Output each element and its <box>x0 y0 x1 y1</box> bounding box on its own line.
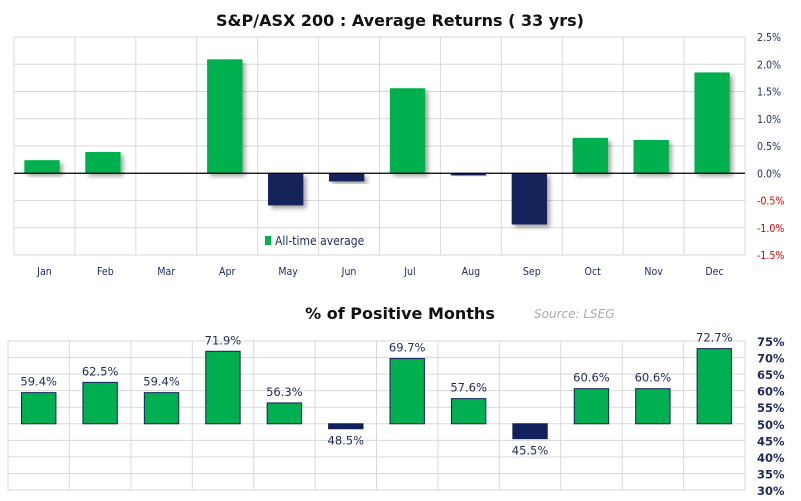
bar-dec <box>696 348 732 425</box>
y-tick-label: -1.5% <box>757 250 784 262</box>
bar-sep <box>512 423 548 440</box>
top-chart-title: S&P/ASX 200 : Average Returns ( 33 yrs) <box>216 11 584 30</box>
data-label: 69.7% <box>389 341 426 355</box>
bar-feb <box>82 381 118 425</box>
y-tick-label: 2.0% <box>757 59 781 71</box>
top-chart: 2.5% 2.0% 1.5% 1.0% 0.5% 0.0% -0.5% -1.0% -1.5% J… <box>13 32 784 278</box>
y-tick-label: 1.0% <box>757 114 781 126</box>
x-tick-label: Nov <box>644 266 663 278</box>
bar-may <box>268 173 304 206</box>
x-tick-label: Jan <box>36 266 52 278</box>
bar-oct <box>572 137 608 174</box>
x-tick-label: May <box>278 266 298 278</box>
x-tick-label: Jul <box>403 266 415 278</box>
data-label: 59.4% <box>20 375 57 389</box>
y-tick-label: 45% <box>757 434 785 448</box>
x-tick-label: Apr <box>219 266 235 278</box>
x-tick-label: Jun <box>341 266 357 278</box>
bar-feb <box>85 151 121 174</box>
source-note: Source: LSEG <box>534 307 615 321</box>
y-tick-label: 70% <box>757 352 785 366</box>
bar-aug <box>450 173 487 176</box>
bottom-chart-title: % of Positive Months <box>305 304 495 323</box>
bottom-chart: 75% 70% 65% 60% 55% 50% 45% 40% 35% 30% 59.4% 62.5%… <box>7 331 785 498</box>
data-label: 56.3% <box>266 385 303 399</box>
bar-jan <box>24 160 60 174</box>
data-label: 60.6% <box>635 371 672 385</box>
bar-dec <box>694 72 730 174</box>
x-tick-label: Aug <box>462 266 480 278</box>
data-label: 72.7% <box>696 331 733 345</box>
y-tick-label: 35% <box>757 467 785 481</box>
y-tick-label: 75% <box>757 335 785 349</box>
bar-aug <box>450 398 487 425</box>
bar-nov <box>635 388 671 425</box>
data-label: 71.9% <box>205 333 242 347</box>
y-tick-label: 65% <box>757 368 785 382</box>
bar-apr <box>205 350 241 425</box>
data-label: 62.5% <box>82 364 119 378</box>
y-tick-label: 0.5% <box>757 141 781 153</box>
y-tick-label: 50% <box>757 418 785 432</box>
y-tick-label: -1.0% <box>757 223 784 235</box>
y-tick-label: 30% <box>757 484 785 498</box>
data-label: 60.6% <box>573 371 610 385</box>
bar-jun <box>328 423 364 430</box>
x-tick-label: Sep <box>523 266 541 278</box>
bar-apr <box>207 59 243 174</box>
legend-label: All-time average <box>275 234 365 248</box>
data-label: 59.4% <box>143 375 180 389</box>
bar-jan <box>21 392 57 425</box>
bar-jul <box>389 358 425 425</box>
bar-may <box>266 402 303 425</box>
bar-oct <box>573 388 610 425</box>
x-tick-label: Mar <box>157 266 175 278</box>
bar-jun <box>328 173 365 182</box>
y-tick-label: 2.5% <box>757 32 781 44</box>
x-tick-label: Dec <box>705 266 723 278</box>
legend-swatch <box>265 236 271 245</box>
x-tick-label: Feb <box>97 266 114 278</box>
y-tick-label: 0.0% <box>757 168 781 180</box>
data-label: 48.5% <box>328 434 365 448</box>
bar-nov <box>633 140 669 174</box>
data-label: 57.6% <box>450 381 487 395</box>
y-tick-label: 1.5% <box>757 87 781 99</box>
y-tick-label: 40% <box>757 451 785 465</box>
bar-jul <box>389 88 426 174</box>
y-tick-label: -0.5% <box>757 196 784 208</box>
bar-sep <box>511 173 548 225</box>
y-tick-label: 55% <box>757 401 785 415</box>
bar-mar <box>143 392 180 425</box>
data-label: 45.5% <box>512 444 549 458</box>
y-tick-label: 60% <box>757 385 785 399</box>
x-tick-label: Oct <box>585 266 602 278</box>
